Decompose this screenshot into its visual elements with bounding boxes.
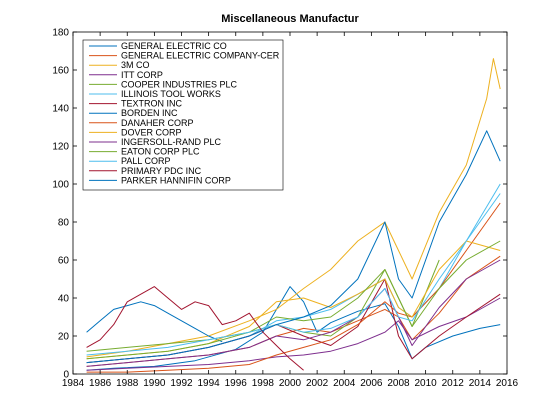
legend-entry: 3M CO: [121, 60, 150, 70]
y-tick-label: 0: [63, 370, 69, 381]
x-axis: 1984 1986 1988 1990 1992 1994 1996 1998 2000 2002…: [62, 32, 519, 389]
legend-entry: GENERAL ELECTRIC CO: [121, 41, 227, 51]
x-tick-label: 1992: [170, 378, 193, 389]
y-tick-label: 20: [58, 332, 70, 343]
y-tick-label: 140: [52, 104, 69, 115]
y-tick-label: 40: [58, 294, 70, 305]
x-tick-label: 1986: [89, 378, 112, 389]
series-line-13: [86, 286, 304, 371]
x-tick-label: 2004: [333, 378, 356, 389]
x-tick-label: 2008: [387, 378, 410, 389]
y-tick-label: 60: [58, 256, 70, 267]
y-tick-label: 120: [52, 142, 69, 153]
series-layer: [86, 58, 501, 373]
series-line-3: [86, 297, 501, 371]
legend-entry: DANAHER CORP: [121, 118, 194, 128]
y-tick-label: 160: [52, 66, 69, 77]
legend-entry: GENERAL ELECTRIC COMPANY-CER: [121, 51, 280, 61]
y-axis: 0 20 40 60 80 100 120 140 160 180: [52, 28, 507, 381]
legend-entry: INGERSOLL-RAND PLC: [121, 137, 222, 147]
series-line-11: [86, 240, 501, 360]
legend-entry: COOPER INDUSTRIES PLC: [121, 79, 238, 89]
series-line-7: [86, 301, 223, 343]
x-tick-label: 2006: [360, 378, 383, 389]
legend-entry: EATON CORP PLC: [121, 147, 200, 157]
series-line-8: [86, 202, 501, 373]
x-tick-label: 1990: [143, 378, 166, 389]
series-line-10: [86, 259, 501, 367]
series-line-0: [86, 286, 501, 371]
x-tick-label: 2002: [306, 378, 329, 389]
x-tick-label: 1996: [225, 378, 248, 389]
series-line-2: [86, 58, 501, 358]
x-tick-label: 2016: [496, 378, 519, 389]
x-tick-label: 1998: [252, 378, 275, 389]
x-tick-label: 2012: [442, 378, 465, 389]
legend-entry: ILLINOIS TOOL WORKS: [121, 89, 221, 99]
y-tick-label: 180: [52, 28, 69, 39]
x-tick-label: 2014: [469, 378, 492, 389]
x-tick-label: 2000: [279, 378, 302, 389]
y-tick-label: 80: [58, 218, 70, 229]
legend-entry: PARKER HANNIFIN CORP: [121, 175, 231, 185]
legend-entry: BORDEN INC: [121, 108, 178, 118]
legend-entry: PALL CORP: [121, 156, 171, 166]
series-line-12: [86, 183, 501, 356]
legend-entry: PRIMARY PDC INC: [121, 166, 202, 176]
x-tick-label: 2010: [415, 378, 438, 389]
chart-title: Miscellaneous Manufactur: [221, 13, 359, 25]
y-tick-label: 100: [52, 180, 69, 191]
series-line-9: [86, 240, 501, 360]
series-line-14: [86, 130, 501, 364]
x-tick-label: 1994: [198, 378, 221, 389]
x-tick-label: 1984: [62, 378, 85, 389]
legend-entry: DOVER CORP: [121, 127, 182, 137]
legend-entry: TEXTRON INC: [121, 99, 183, 109]
legend-entry: ITT CORP: [121, 70, 163, 80]
x-tick-label: 1988: [116, 378, 139, 389]
